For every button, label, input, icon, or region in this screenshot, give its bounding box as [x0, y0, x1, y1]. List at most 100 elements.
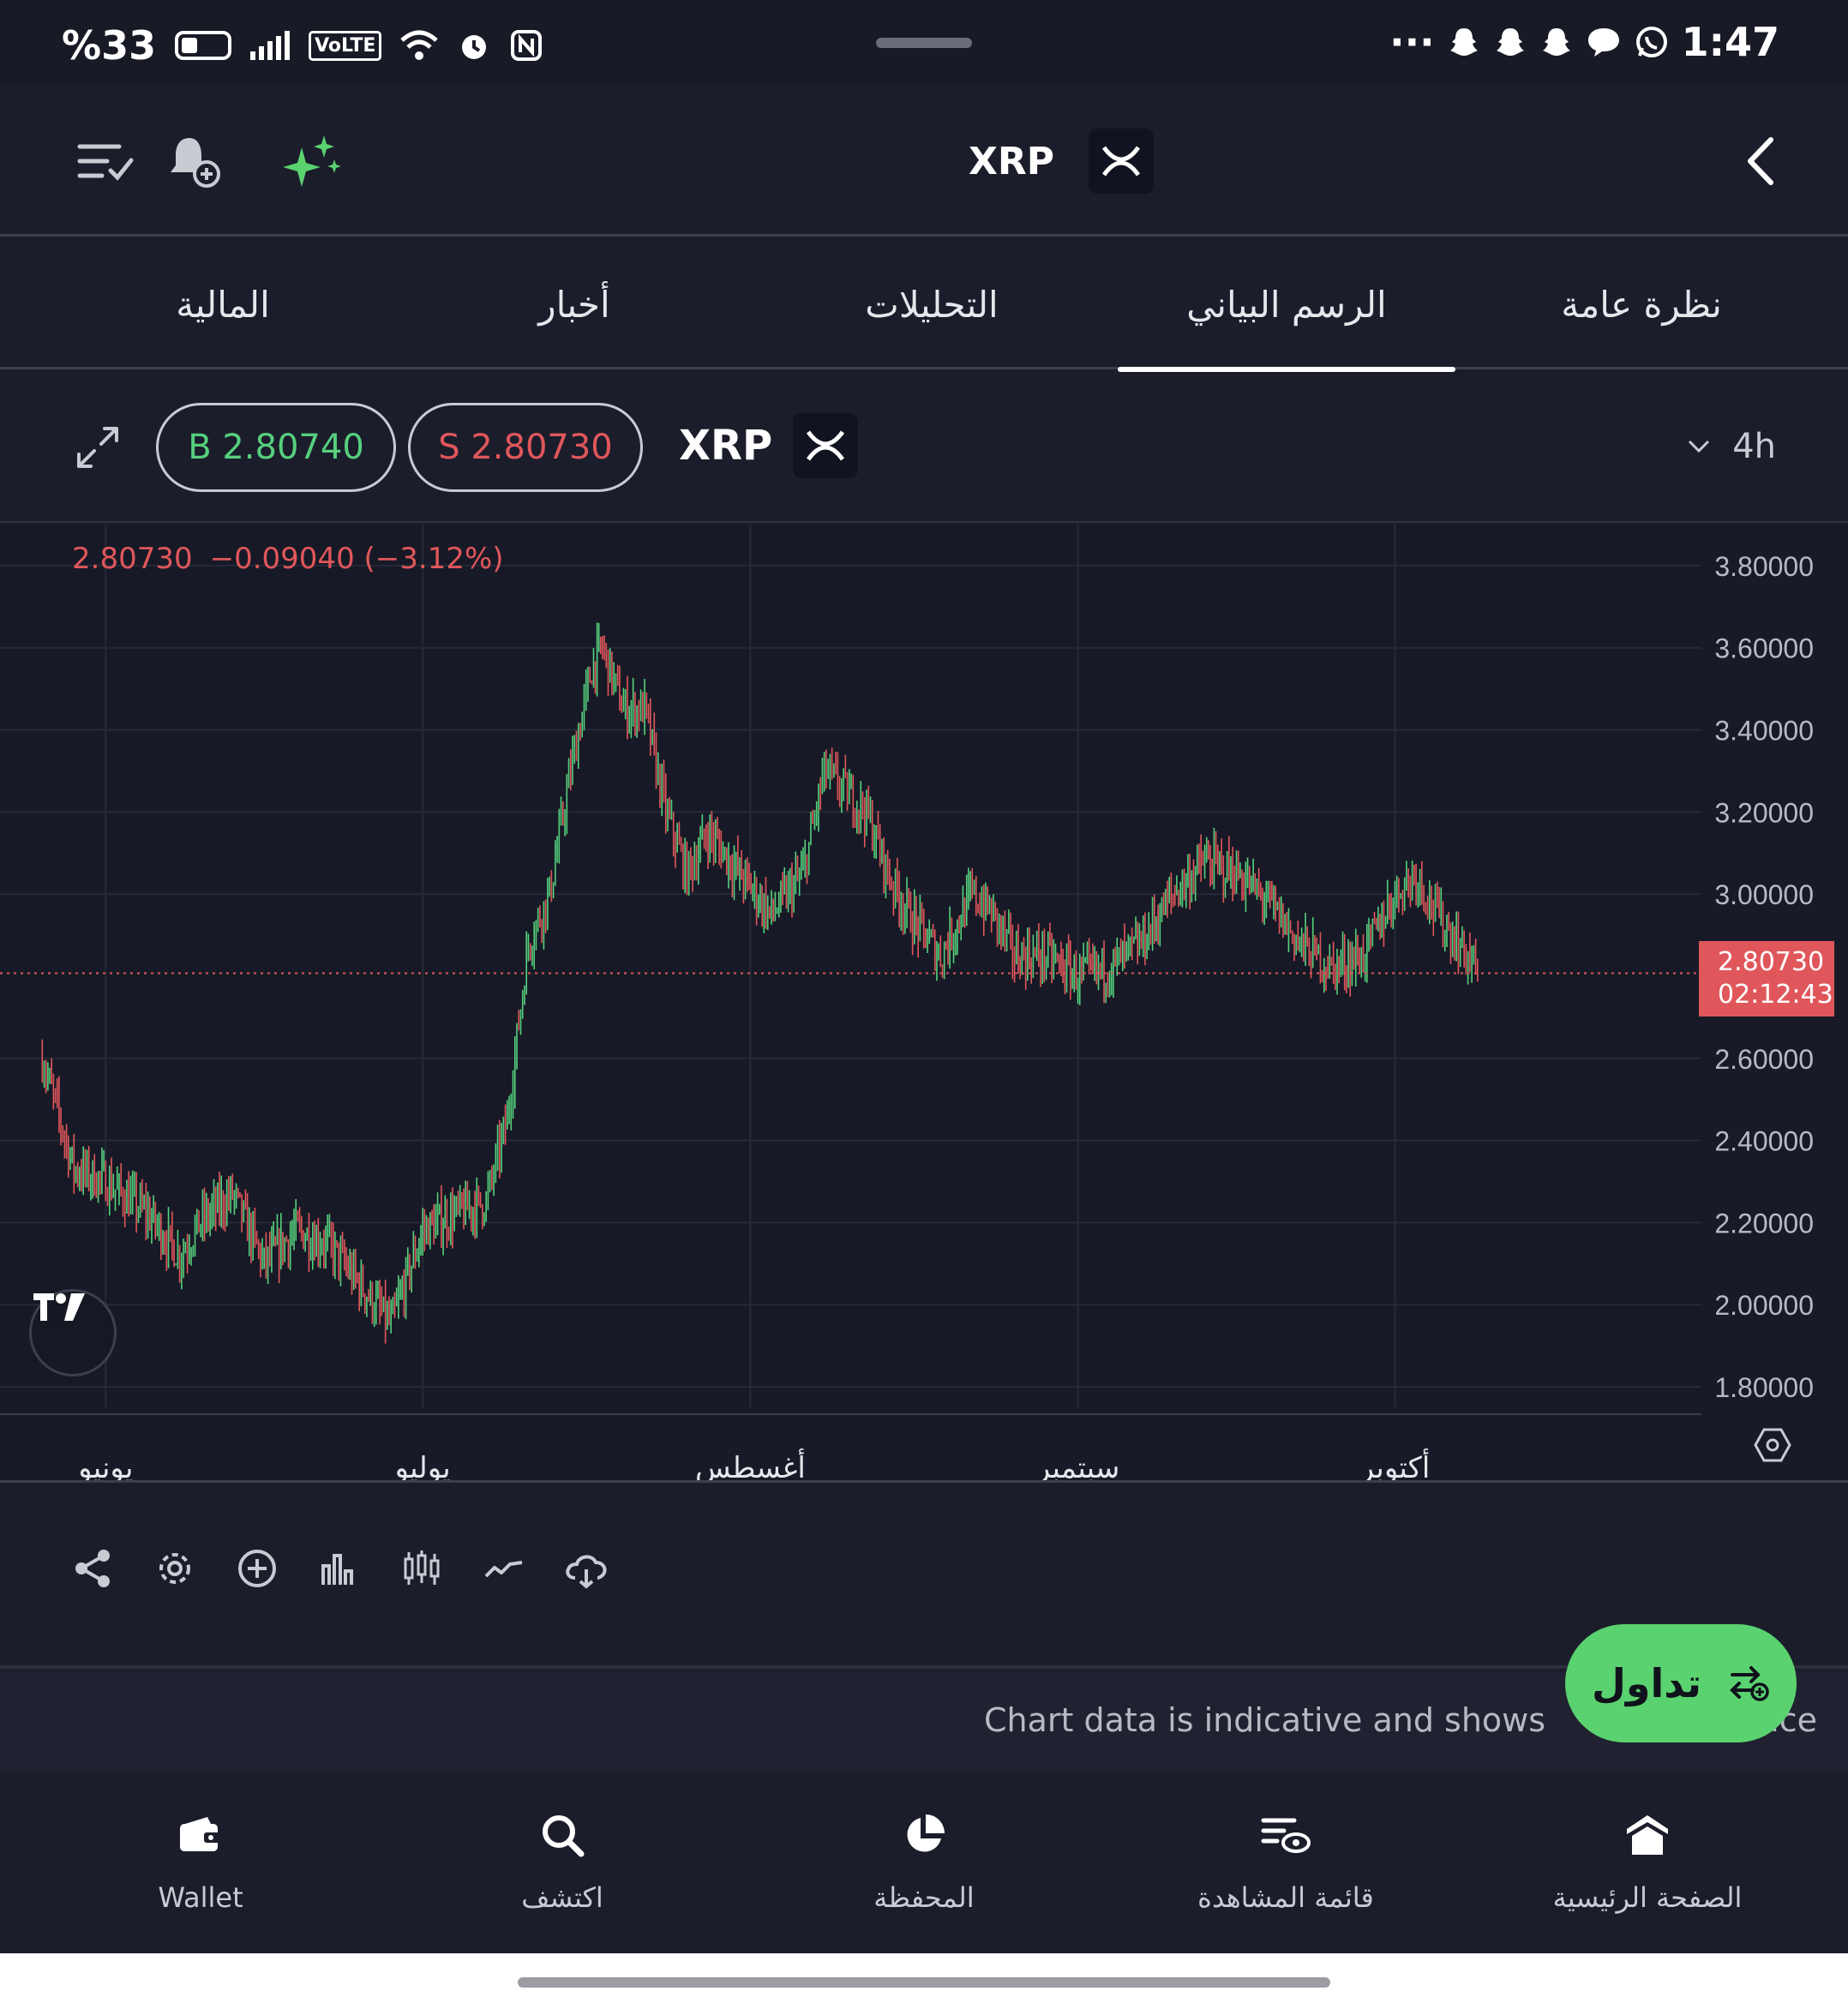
settings-icon[interactable] [147, 1541, 202, 1596]
message-bubble-icon [1587, 28, 1619, 57]
y-tick-label: 3.60000 [1714, 633, 1814, 664]
chart-disclaimer: Chart data is indicative and shows ice [0, 1672, 1848, 1773]
y-tick-label: 1.80000 [1714, 1372, 1814, 1403]
chart-canvas[interactable]: 3.80000 3.60000 3.40000 3.20000 3.00000 2.600… [0, 525, 1848, 1480]
candle-countdown: 02:12:43 [1718, 980, 1833, 1010]
whatsapp-icon [1635, 27, 1667, 57]
nav-watchlist[interactable]: قائمة المشاهدة [1166, 1808, 1406, 1914]
chart-symbol[interactable]: XRP [679, 413, 859, 478]
nfc-icon [511, 30, 543, 61]
axis-settings-icon[interactable] [1754, 1428, 1791, 1462]
y-tick-label: 2.20000 [1714, 1208, 1814, 1238]
buy-price-button[interactable]: B 2.80740 [156, 403, 396, 492]
sparkle-icon[interactable] [279, 129, 345, 194]
cloud-sync-icon[interactable] [559, 1541, 614, 1596]
y-tick-label: 2.00000 [1714, 1290, 1814, 1321]
last-price-tag: 2.80730 02:12:43 [1699, 941, 1834, 1016]
fullscreen-icon[interactable] [72, 422, 123, 473]
snapchat-icon [1496, 28, 1524, 56]
xrp-logo-icon [793, 413, 859, 478]
trade-button[interactable]: تداول [1565, 1624, 1797, 1742]
x-tick-label: أغسطس [695, 1448, 806, 1480]
menu-check-icon[interactable] [74, 129, 139, 194]
header-symbol-text: XRP [969, 139, 1055, 183]
interval-selector[interactable]: 4h [1688, 427, 1776, 466]
app-header: XRP [0, 86, 1848, 237]
nav-home-label: الصفحة الرئيسية [1552, 1881, 1743, 1914]
volte-icon: VoLTE [309, 30, 382, 61]
y-tick-label: 2.40000 [1714, 1126, 1814, 1157]
battery-icon [175, 31, 232, 60]
nav-portfolio[interactable]: المحفظة [804, 1808, 1044, 1914]
back-chevron-icon[interactable] [1728, 129, 1793, 194]
watchlist-icon [1258, 1808, 1313, 1862]
status-right: ··· 1:47 [1389, 19, 1779, 65]
tab-financials[interactable]: المالية [176, 283, 270, 326]
price-chart[interactable]: 3.80000 3.60000 3.40000 3.20000 3.00000 2.600… [0, 525, 1848, 1480]
notch-handle [876, 38, 972, 48]
x-tick-label: يونيو [76, 1451, 133, 1480]
y-tick-label: 3.00000 [1714, 879, 1814, 910]
bottom-nav: Wallet اكتشف المحفظة قائمة المشاهدة الصف… [0, 1773, 1848, 1953]
chart-symbol-text: XRP [679, 422, 773, 470]
tradingview-logo[interactable] [29, 1289, 117, 1376]
nav-portfolio-label: المحفظة [873, 1881, 975, 1914]
gesture-area [0, 1953, 1848, 2009]
trade-button-label: تداول [1591, 1660, 1702, 1706]
nav-discover[interactable]: اكتشف [442, 1808, 682, 1914]
plot-background [0, 525, 1701, 1407]
last-price-value: 2.80730 [1718, 947, 1825, 977]
bell-plus-icon[interactable] [161, 129, 226, 194]
status-left: %33 VoLTE [62, 22, 543, 69]
chart-tools-bar [0, 1480, 1848, 1669]
sell-price-button[interactable]: S 2.80730 [408, 403, 643, 492]
share-icon[interactable] [65, 1541, 120, 1596]
x-tick-label: أكتوبر [1359, 1448, 1431, 1480]
nav-wallet-label: Wallet [158, 1881, 243, 1914]
exchange-icon [1730, 1666, 1769, 1701]
header-symbol: XRP [969, 129, 1155, 194]
x-tick-label: يوليو [393, 1451, 451, 1480]
add-indicator-icon[interactable] [230, 1541, 285, 1596]
pie-chart-icon [897, 1808, 951, 1862]
tab-overview[interactable]: نظرة عامة [1561, 283, 1722, 326]
alarm-icon [462, 35, 487, 59]
nav-discover-label: اكتشف [521, 1881, 603, 1914]
readout-price: 2.80730 [72, 542, 193, 576]
disclaimer-text-head: Chart data is indicative and shows [983, 1701, 1546, 1739]
x-tick-label: سبتمبر [1035, 1451, 1120, 1480]
signal-icon [250, 31, 291, 60]
interval-label: 4h [1732, 427, 1776, 466]
price-readout: 2.80730 −0.09040 (−3.12%) [72, 542, 504, 576]
xrp-logo-icon [1089, 129, 1155, 194]
snapchat-icon [1449, 28, 1478, 56]
more-notifications-icon: ··· [1389, 19, 1435, 65]
wallet-icon [173, 1808, 228, 1862]
disclaimer-text: Chart data is indicative and shows ice [984, 1701, 1817, 1739]
nav-wallet[interactable]: Wallet [81, 1808, 321, 1914]
chart-toolbar: B 2.80740 S 2.80730 XRP 4h [0, 372, 1848, 523]
y-tick-label: 2.60000 [1714, 1044, 1814, 1075]
candles-icon[interactable] [394, 1541, 449, 1596]
line-chart-icon[interactable] [477, 1541, 531, 1596]
clock: 1:47 [1681, 19, 1779, 65]
y-tick-label: 3.40000 [1714, 716, 1814, 747]
y-tick-label: 3.20000 [1714, 797, 1814, 828]
search-icon [535, 1808, 590, 1862]
snapchat-icon [1542, 28, 1570, 56]
status-bar: %33 VoLTE ··· 1:47 [0, 0, 1848, 86]
readout-change: −0.09040 (−3.12%) [209, 542, 504, 576]
wifi-icon [400, 30, 439, 60]
home-icon [1620, 1808, 1675, 1862]
nav-home[interactable]: الصفحة الرئيسية [1527, 1808, 1767, 1914]
nav-watchlist-label: قائمة المشاهدة [1197, 1881, 1374, 1914]
tab-chart[interactable]: الرسم البياني [1118, 239, 1455, 372]
tab-analysis[interactable]: التحليلات [865, 283, 999, 326]
bar-chart-icon[interactable] [312, 1541, 367, 1596]
battery-percent: %33 [62, 22, 157, 69]
y-tick-label: 3.80000 [1714, 551, 1814, 582]
gesture-bar[interactable] [518, 1977, 1330, 1988]
tradingview-logo-icon [33, 1293, 85, 1321]
chevron-down-icon [1689, 440, 1710, 453]
tab-news[interactable]: أخبار [538, 283, 610, 326]
